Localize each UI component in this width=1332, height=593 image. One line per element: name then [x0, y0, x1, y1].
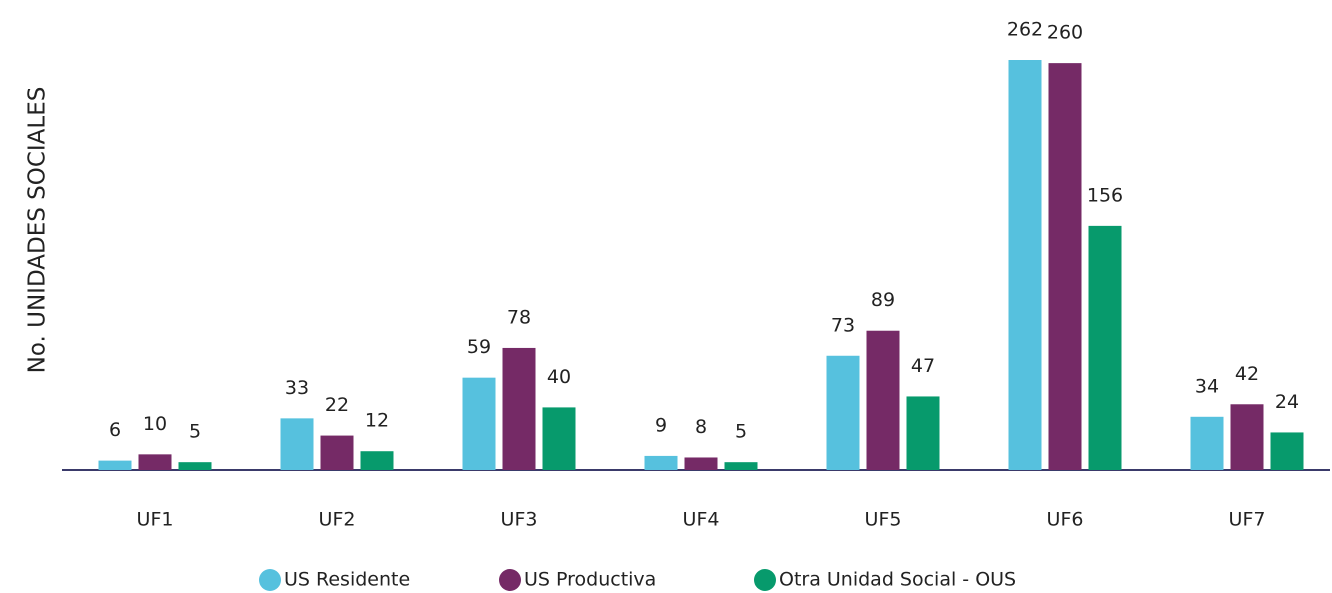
value-label: 156 — [1087, 184, 1123, 206]
bar — [826, 355, 860, 470]
value-label: 6 — [109, 419, 121, 441]
bar — [1088, 225, 1122, 470]
value-label: 262 — [1007, 19, 1043, 41]
bar — [1270, 432, 1304, 470]
bar — [1230, 404, 1264, 470]
value-label: 33 — [285, 377, 309, 399]
y-axis-label: No. UNIDADES SOCIALES — [25, 87, 51, 374]
value-label: 5 — [735, 421, 747, 443]
value-label: 12 — [365, 410, 389, 432]
legend-label: Otra Unidad Social - OUS — [779, 569, 1016, 591]
bar — [502, 347, 536, 470]
bar — [178, 462, 212, 470]
bar — [138, 454, 172, 470]
value-label: 8 — [695, 416, 707, 438]
x-tick-label: UF6 — [1047, 509, 1084, 531]
value-label: 10 — [143, 413, 167, 435]
value-label: 40 — [547, 366, 571, 388]
bar — [320, 435, 354, 470]
value-label: 24 — [1275, 391, 1299, 413]
x-tick-label: UF3 — [501, 509, 538, 531]
value-label: 5 — [189, 421, 201, 443]
legend-marker — [754, 569, 776, 591]
bar — [724, 462, 758, 470]
value-label: 78 — [507, 306, 531, 328]
x-tick-label: UF2 — [319, 509, 356, 531]
legend-marker — [499, 569, 521, 591]
value-label: 89 — [871, 289, 895, 311]
value-label: 260 — [1047, 22, 1083, 44]
legend-marker — [259, 569, 281, 591]
value-label: 22 — [325, 394, 349, 416]
bar — [98, 460, 132, 470]
bar — [906, 396, 940, 470]
bar — [644, 455, 678, 470]
bar — [280, 418, 314, 470]
bar — [1008, 60, 1042, 470]
bar — [462, 377, 496, 470]
value-label: 73 — [831, 314, 855, 336]
bar — [866, 330, 900, 470]
legend-label: US Productiva — [524, 569, 656, 591]
value-label: 47 — [911, 355, 935, 377]
value-label: 42 — [1235, 363, 1259, 385]
legend-label: US Residente — [284, 569, 410, 591]
x-tick-label: UF4 — [683, 509, 720, 531]
bar — [1190, 416, 1224, 470]
value-label: 34 — [1195, 375, 1219, 397]
bar — [360, 451, 394, 470]
x-tick-label: UF7 — [1229, 509, 1266, 531]
x-tick-label: UF1 — [137, 509, 174, 531]
x-tick-label: UF5 — [865, 509, 902, 531]
value-label: 9 — [655, 414, 667, 436]
bar — [542, 407, 576, 470]
value-label: 59 — [467, 336, 491, 358]
bar — [684, 457, 718, 470]
bar — [1048, 63, 1082, 471]
